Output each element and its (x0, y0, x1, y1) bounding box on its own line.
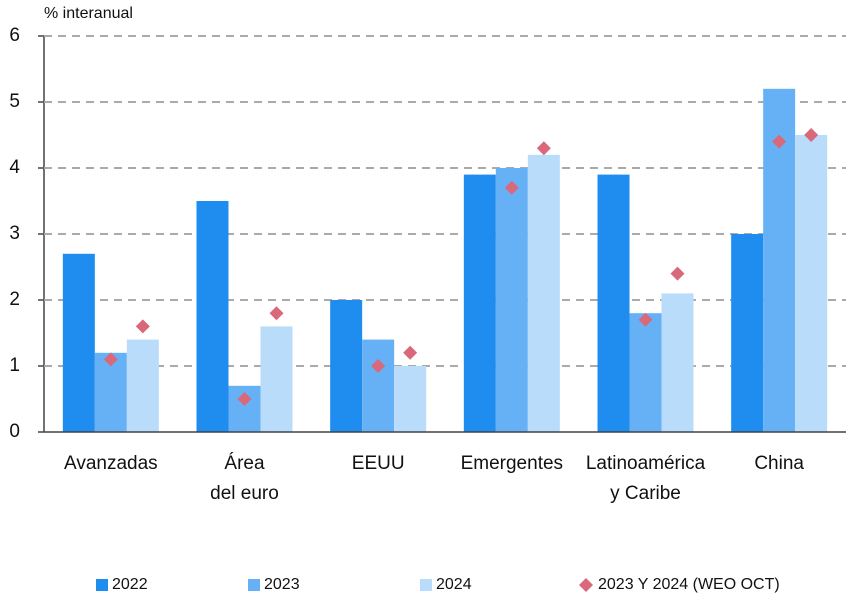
x-tick-label-line: EEUU (352, 453, 405, 474)
forecast-marker (237, 392, 252, 406)
x-tick-label: China (754, 453, 804, 474)
y-tick-label: 1 (9, 355, 20, 376)
bar (260, 326, 293, 432)
legend-swatch (420, 579, 432, 591)
bar (661, 293, 694, 432)
x-tick-label: Emergentes (461, 453, 563, 474)
bar (629, 313, 662, 432)
bar (495, 168, 528, 432)
forecast-marker (135, 319, 150, 334)
legend-label: 2022 (112, 576, 148, 593)
forecast-marker (638, 312, 653, 327)
y-tick-label: 0 (9, 421, 20, 442)
y-tick-label: 4 (9, 157, 20, 178)
bar (362, 339, 395, 432)
bar (795, 135, 828, 432)
forecast-marker (670, 266, 685, 281)
bar (731, 234, 764, 432)
x-tick-label-line: Latinoamérica (586, 453, 706, 474)
forecast-marker (269, 306, 284, 321)
forecast-marker (772, 134, 787, 149)
legend-swatch (579, 578, 593, 592)
bar (527, 154, 560, 433)
forecast-marker (371, 359, 386, 373)
y-axis-label: % interanual (44, 5, 133, 22)
x-tick-label-line: y Caribe (610, 483, 681, 504)
legend-label: 2024 (436, 576, 472, 593)
bar (394, 366, 427, 432)
bar (597, 174, 630, 432)
forecast-marker (403, 345, 418, 360)
legend-swatch (96, 579, 108, 591)
legend-label: 2023 (264, 576, 300, 593)
x-tick-label-line: Avanzadas (64, 453, 158, 474)
y-tick-label: 3 (9, 223, 20, 244)
forecast-marker (103, 352, 118, 367)
legend-swatch (248, 579, 260, 591)
y-tick-label: 6 (9, 25, 20, 46)
x-tick-label: Latinoamérica y Caribe (586, 453, 706, 504)
x-tick-label: EEUU (352, 453, 405, 474)
y-tick-label: 2 (9, 289, 20, 310)
forecast-marker (536, 141, 551, 156)
bar (330, 300, 363, 432)
bar (126, 339, 159, 432)
forecast-marker (504, 180, 519, 195)
bar (62, 253, 95, 432)
x-tick-label-line: China (754, 453, 804, 474)
x-tick-label-line: Emergentes (461, 453, 563, 474)
x-tick-label: Avanzadas (64, 453, 158, 474)
bar (463, 174, 496, 432)
forecast-marker (804, 128, 819, 142)
legend-label: 2023 Y 2024 (WEO OCT) (598, 576, 780, 593)
y-tick-label: 5 (9, 91, 20, 112)
bar (196, 201, 229, 432)
x-tick-label: Área del euro (210, 453, 279, 504)
x-tick-label-line: del euro (210, 483, 279, 504)
x-tick-label-line: Área (224, 453, 265, 474)
